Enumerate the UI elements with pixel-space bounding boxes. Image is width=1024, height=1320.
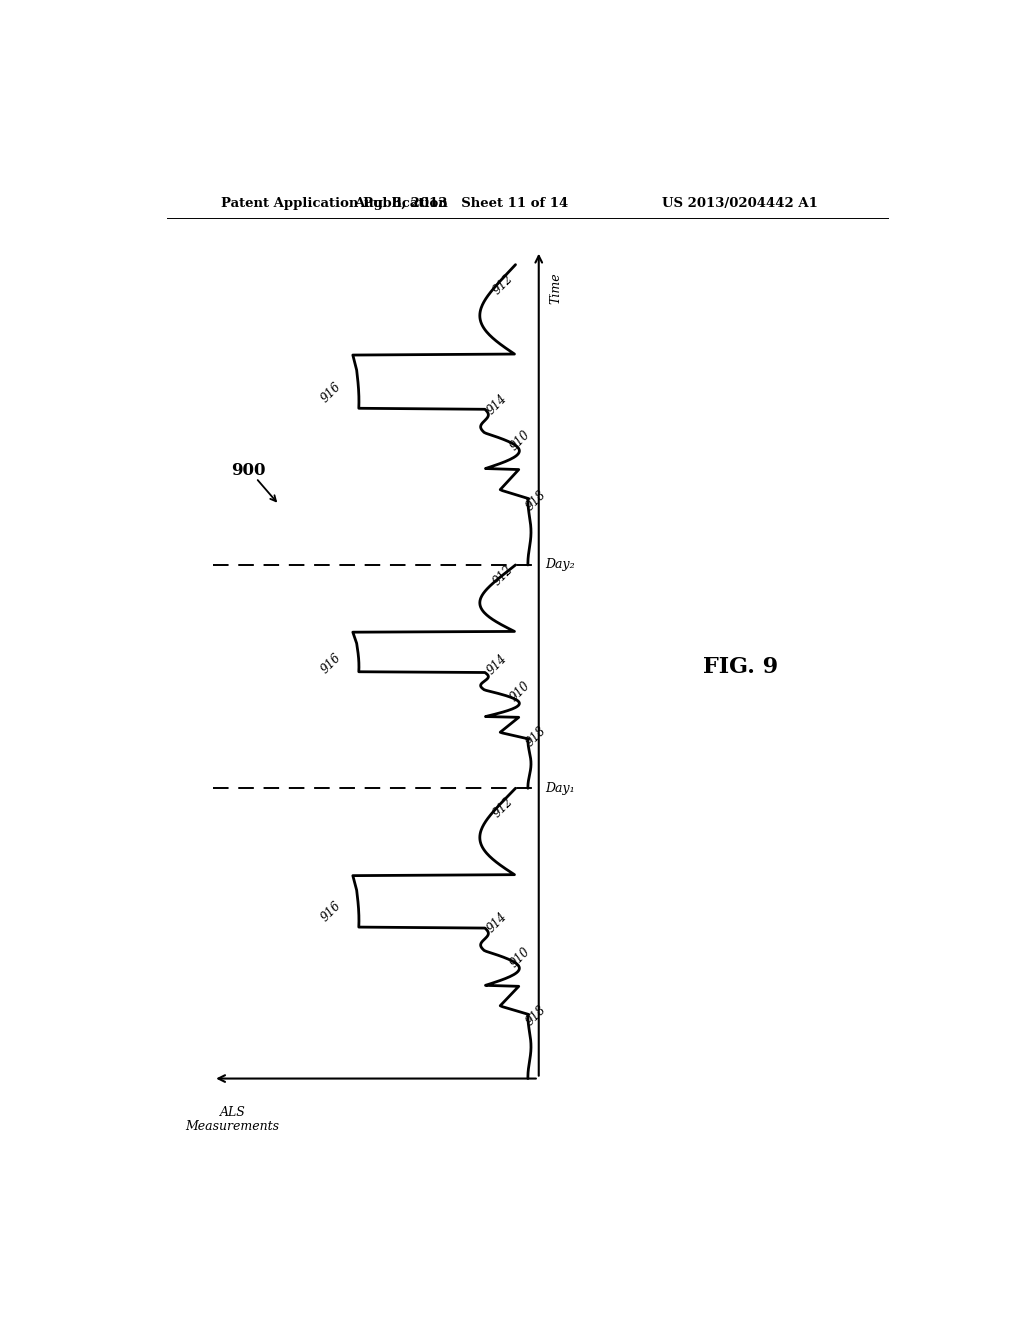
Text: Patent Application Publication: Patent Application Publication <box>221 197 447 210</box>
Text: ALS
Measurements: ALS Measurements <box>185 1106 280 1134</box>
Text: 914: 914 <box>484 392 510 417</box>
Text: 914: 914 <box>484 652 510 677</box>
Text: 916: 916 <box>318 380 343 405</box>
Text: 912: 912 <box>490 795 516 820</box>
Text: 910: 910 <box>508 945 532 970</box>
Text: Day₂: Day₂ <box>545 558 574 572</box>
Text: US 2013/0204442 A1: US 2013/0204442 A1 <box>663 197 818 210</box>
Text: 912: 912 <box>490 272 516 297</box>
Text: 914: 914 <box>484 911 510 936</box>
Text: 912: 912 <box>490 562 516 587</box>
Text: 916: 916 <box>318 652 343 677</box>
Text: 916: 916 <box>318 899 343 924</box>
Text: 910: 910 <box>508 678 532 704</box>
Text: Time: Time <box>550 272 562 304</box>
Text: 918: 918 <box>523 723 549 748</box>
Text: 910: 910 <box>508 428 532 453</box>
Text: Aug. 8, 2013   Sheet 11 of 14: Aug. 8, 2013 Sheet 11 of 14 <box>354 197 568 210</box>
Text: 918: 918 <box>523 488 549 513</box>
Text: FIG. 9: FIG. 9 <box>702 656 778 677</box>
Text: 900: 900 <box>230 462 265 479</box>
Text: Day₁: Day₁ <box>545 781 574 795</box>
Text: 918: 918 <box>523 1003 549 1028</box>
